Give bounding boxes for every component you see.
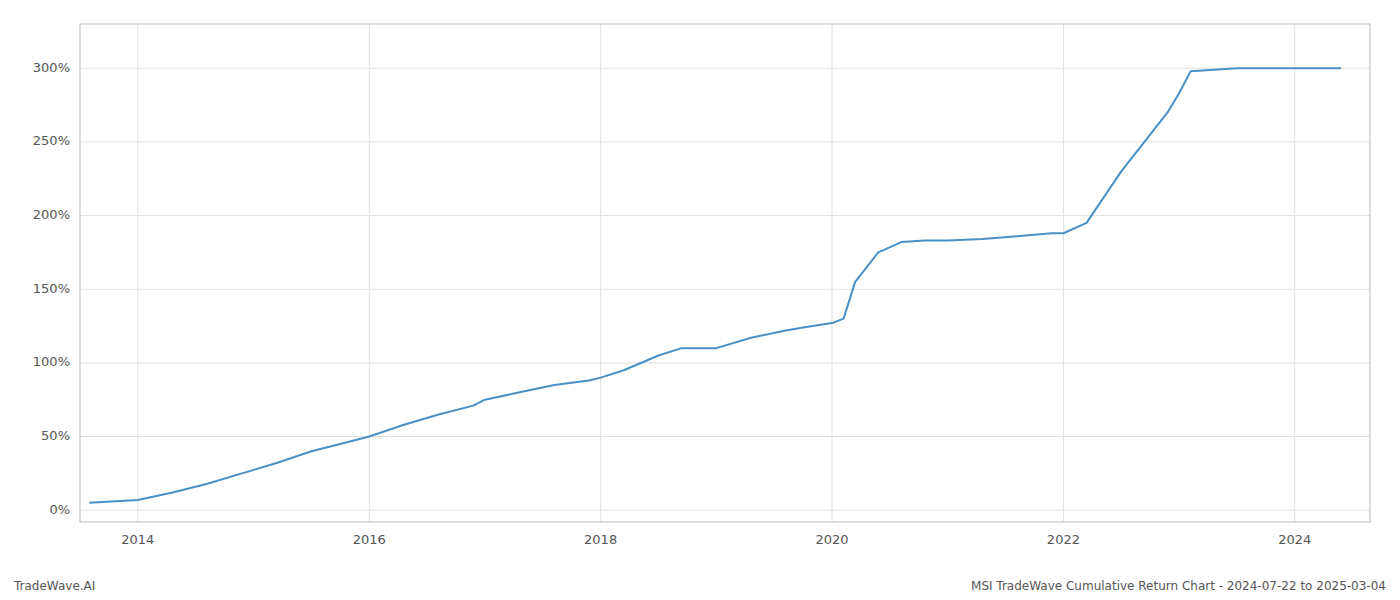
x-grid-line — [1294, 24, 1295, 522]
y-grid-line — [80, 215, 1370, 216]
x-tick-label: 2016 — [353, 532, 386, 547]
y-tick-label: 100% — [33, 354, 70, 369]
y-grid-line — [80, 141, 1370, 142]
y-tick-label: 300% — [33, 60, 70, 75]
x-tick-label: 2022 — [1047, 532, 1080, 547]
chart: 0% 50% 100% 150% 200% 250% 300% 2014 2016 2018 202… — [0, 0, 1400, 600]
axes: 0% 50% 100% 150% 200% 250% 300% 2014 2016 2018 202… — [33, 24, 1370, 547]
plot-frame — [80, 24, 1370, 522]
y-tick-label: 0% — [49, 502, 70, 517]
x-grid-line — [369, 24, 370, 522]
y-grid-line — [80, 510, 1370, 511]
y-tick-label: 50% — [41, 428, 70, 443]
y-grid-line — [80, 289, 1370, 290]
y-grid-line — [80, 362, 1370, 363]
x-grid-line — [137, 24, 138, 522]
x-grid-line — [832, 24, 833, 522]
y-tick-label: 250% — [33, 133, 70, 148]
x-tick-label: 2024 — [1278, 532, 1311, 547]
x-tick-label: 2018 — [584, 532, 617, 547]
series — [89, 68, 1341, 503]
y-grid-line — [80, 68, 1370, 69]
x-grid-line — [600, 24, 601, 522]
x-grid-line — [1063, 24, 1064, 522]
watermark: TradeWave.AI — [13, 579, 95, 593]
x-tick-label: 2014 — [121, 532, 154, 547]
y-grid-line — [80, 436, 1370, 437]
line — [89, 68, 1341, 503]
y-tick-label: 150% — [33, 281, 70, 296]
x-tick-label: 2020 — [815, 532, 848, 547]
grid — [80, 24, 1370, 522]
title: MSI TradeWave Cumulative Return Chart - … — [971, 579, 1386, 593]
y-tick-label: 200% — [33, 207, 70, 222]
